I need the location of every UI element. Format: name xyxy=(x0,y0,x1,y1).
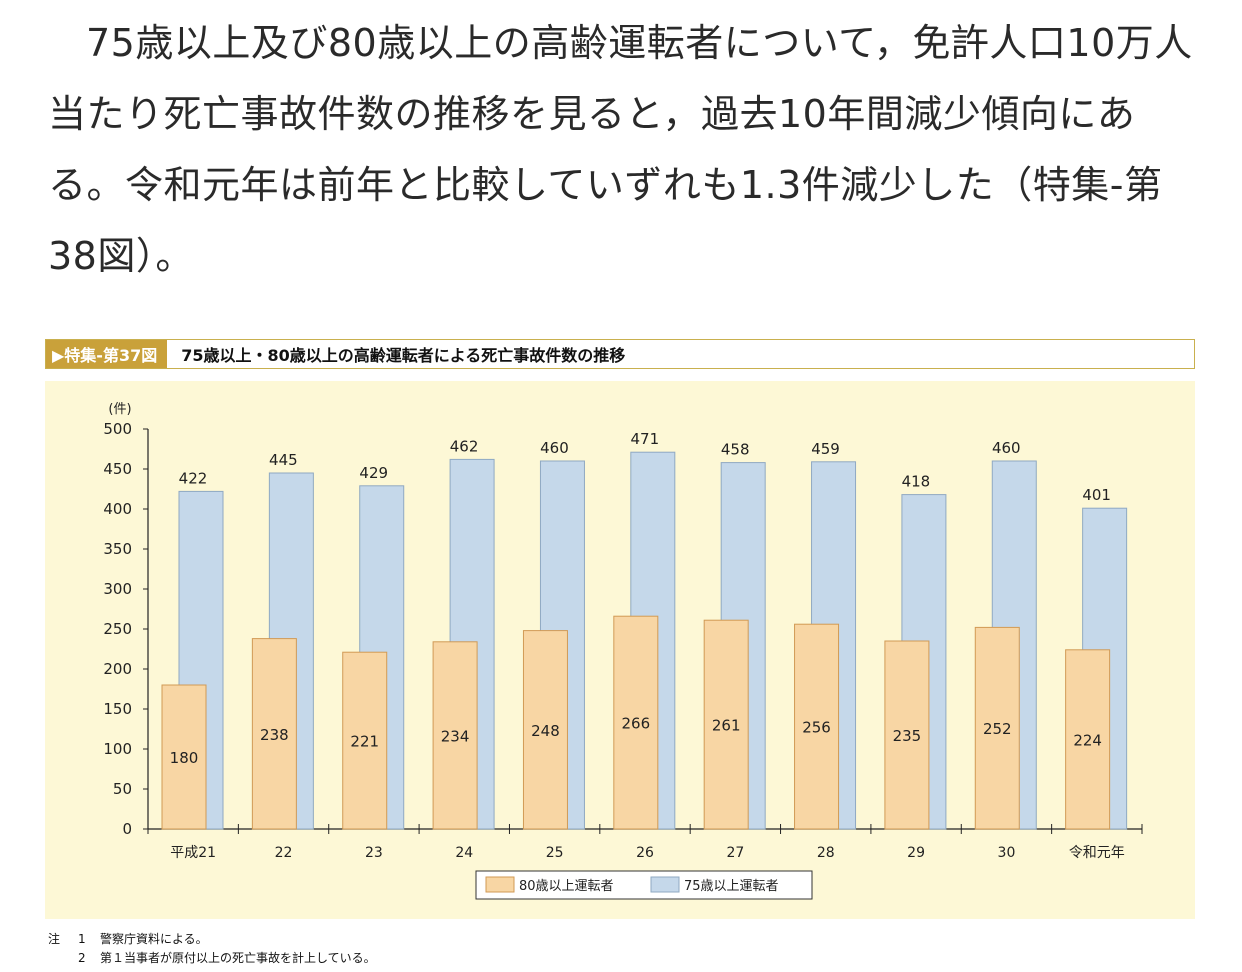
note-mark: 注 xyxy=(48,932,61,946)
bar-75-value-label: 458 xyxy=(721,441,750,459)
bar-75-value-label: 460 xyxy=(540,439,569,457)
notes: 注 1 警察庁資料による。 2 第１当事者が原付以上の死亡事故を計上している。 xyxy=(48,930,376,968)
x-tick-label: 29 xyxy=(907,845,925,861)
bar-75-value-label: 459 xyxy=(811,440,840,458)
bar-80-over xyxy=(974,626,1020,830)
note-text: 第１当事者が原付以上の死亡事故を計上している。 xyxy=(100,951,376,965)
x-tick-label: 25 xyxy=(546,845,564,861)
x-tick-label: 30 xyxy=(998,845,1016,861)
x-tick-label: 26 xyxy=(636,845,654,861)
y-tick-label: 50 xyxy=(113,780,132,798)
bar-80-over xyxy=(161,684,207,830)
bar-80-over xyxy=(794,623,840,830)
x-tick-label: 24 xyxy=(455,845,473,861)
x-tick-label: 23 xyxy=(365,845,383,861)
bar-80-value-label: 235 xyxy=(893,727,922,745)
y-tick-label: 0 xyxy=(122,820,132,838)
bar-75-value-label: 422 xyxy=(179,469,208,487)
intro-paragraph: 75歳以上及び80歳以上の高齢運転者について，免許人口10万人当たり死亡事故件数… xyxy=(48,21,1193,278)
x-tick-label: 22 xyxy=(275,845,293,861)
bar-80-value-label: 221 xyxy=(350,733,379,751)
note-2: 2 第１当事者が原付以上の死亡事故を計上している。 xyxy=(48,949,376,968)
bar-80-over xyxy=(884,640,930,830)
bar-80-over xyxy=(613,615,659,830)
note-text: 警察庁資料による。 xyxy=(100,932,208,946)
figure-title: 75歳以上・80歳以上の高齢運転者による死亡事故件数の推移 xyxy=(181,346,626,365)
y-tick-label: 150 xyxy=(103,700,132,718)
x-tick-label: 28 xyxy=(817,845,835,861)
bar-80-over xyxy=(342,651,388,830)
x-tick-label: 平成21 xyxy=(170,845,216,861)
y-tick-label: 200 xyxy=(103,660,132,678)
bar-75-value-label: 471 xyxy=(630,430,659,448)
figure-label: ▶特集-第37図 xyxy=(46,340,168,368)
bar-80-value-label: 238 xyxy=(260,726,289,744)
legend-swatch-75-over xyxy=(650,876,680,893)
bar-80-value-label: 180 xyxy=(170,749,199,767)
legend-label-80-over: 80歳以上運転者 xyxy=(519,879,614,894)
y-tick-label: 300 xyxy=(103,580,132,598)
note-number: 2 xyxy=(78,951,86,965)
bar-80-over xyxy=(522,630,568,830)
bar-75-value-label: 429 xyxy=(359,464,388,482)
legend-label-75-over: 75歳以上運転者 xyxy=(684,879,779,894)
y-tick-label: 500 xyxy=(103,420,132,438)
legend-swatch-80-over xyxy=(485,876,515,893)
x-tick-label: 令和元年 xyxy=(1069,845,1125,861)
bar-80-value-label: 261 xyxy=(712,717,741,735)
note-number: 1 xyxy=(78,932,86,946)
bar-75-value-label: 401 xyxy=(1082,486,1111,504)
bar-75-value-label: 462 xyxy=(450,437,479,455)
bar-80-over xyxy=(432,641,478,830)
y-tick-label: 250 xyxy=(103,620,132,638)
bar-75-value-label: 445 xyxy=(269,451,298,469)
x-tick-label: 27 xyxy=(726,845,744,861)
bar-80-value-label: 252 xyxy=(983,720,1012,738)
bar-80-value-label: 256 xyxy=(802,719,831,737)
bar-80-value-label: 234 xyxy=(441,727,470,745)
bar-80-value-label: 248 xyxy=(531,722,560,740)
legend-box xyxy=(475,870,813,900)
bar-80-over xyxy=(703,619,749,830)
bar-80-value-label: 266 xyxy=(621,715,650,733)
bar-80-over xyxy=(1065,649,1111,830)
y-tick-label: 400 xyxy=(103,500,132,518)
bar-75-value-label: 418 xyxy=(902,473,931,491)
y-axis-label: (件) xyxy=(108,402,131,417)
y-tick-label: 350 xyxy=(103,540,132,558)
y-tick-label: 450 xyxy=(103,460,132,478)
figure-header: ▶特集-第37図 75歳以上・80歳以上の高齢運転者による死亡事故件数の推移 xyxy=(45,339,1195,369)
note-1: 注 1 警察庁資料による。 xyxy=(48,930,376,949)
bar-80-value-label: 224 xyxy=(1073,731,1102,749)
bar-75-value-label: 460 xyxy=(992,439,1021,457)
bar-80-over xyxy=(251,638,297,830)
y-tick-label: 100 xyxy=(103,740,132,758)
